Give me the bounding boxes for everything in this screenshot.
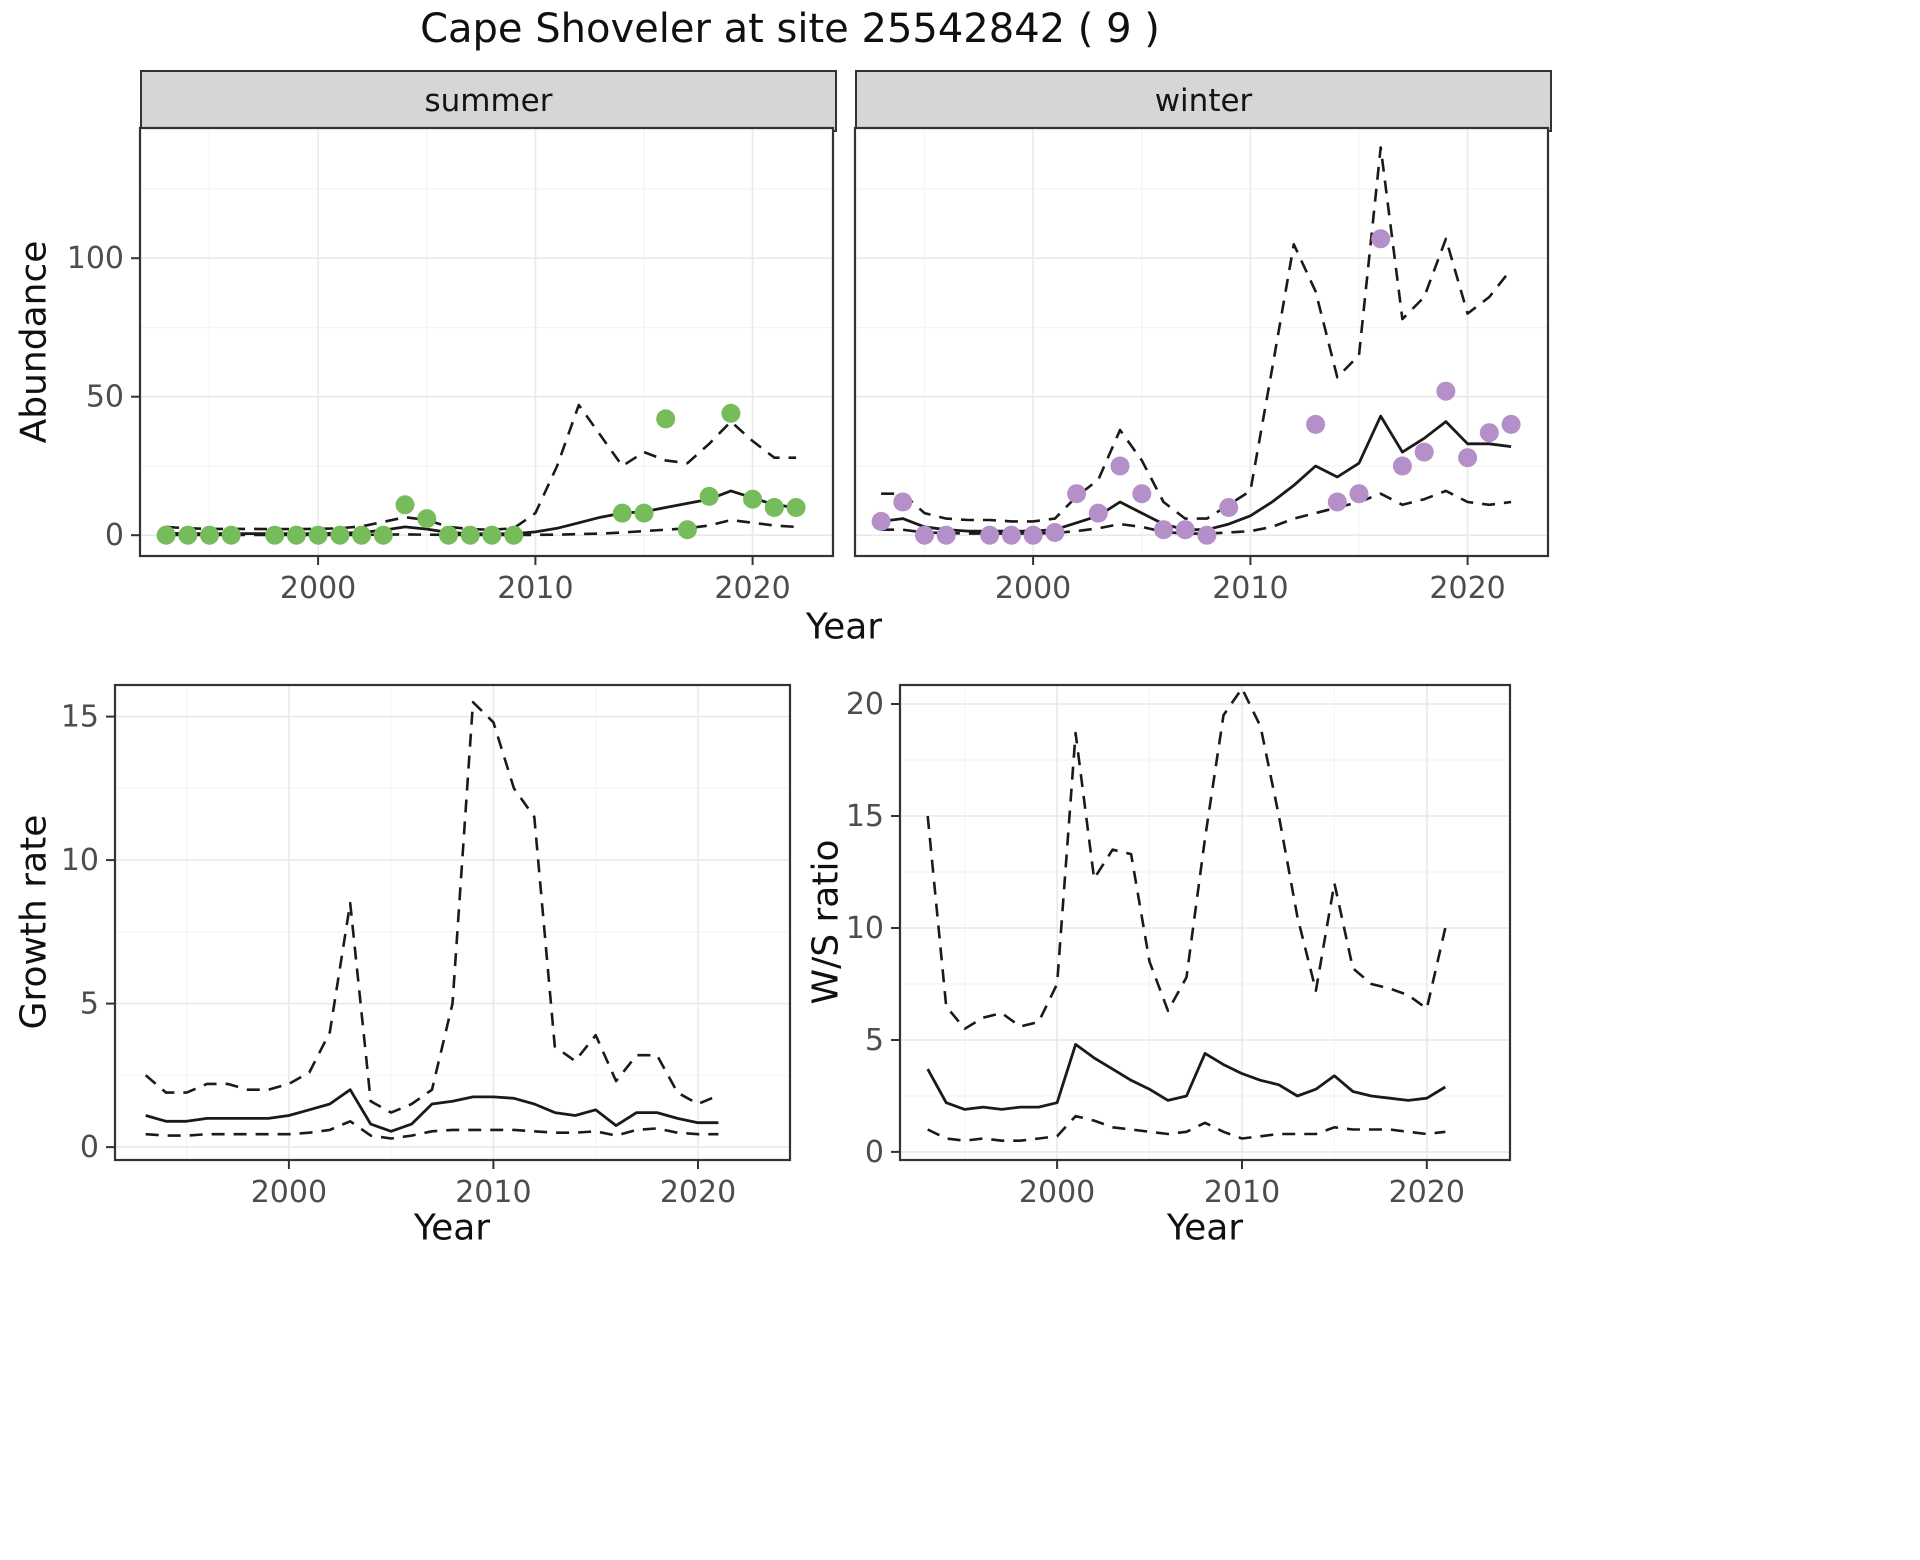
svg-text:5: 5	[80, 987, 99, 1022]
fit-line	[145, 1088, 719, 1133]
svg-text:2000: 2000	[280, 571, 356, 606]
svg-text:20: 20	[846, 687, 884, 722]
facet-strip-winter: winter	[855, 70, 1552, 132]
svg-text:100: 100	[67, 241, 124, 276]
ci-upper-line	[881, 146, 1513, 523]
facet-strip-winter-label: winter	[1154, 83, 1253, 119]
y-axis-label-ws-ratio: W/S ratio	[805, 839, 847, 1005]
svg-text:50: 50	[86, 380, 124, 415]
svg-text:2010: 2010	[1212, 571, 1288, 606]
gridlines	[855, 128, 1548, 556]
svg-text:0: 0	[80, 1130, 99, 1165]
svg-text:2010: 2010	[455, 1175, 531, 1210]
ci-lower-line	[145, 1120, 719, 1140]
axis-ticks: 2000 2010 2020 0 5 10 15	[61, 700, 736, 1210]
x-axis-label-year-top: Year	[805, 606, 883, 648]
panel-border	[138, 126, 835, 558]
ci-lower-line	[927, 1114, 1446, 1142]
series	[926, 687, 1447, 1142]
ci-lower-line	[881, 489, 1512, 535]
observed-points	[871, 229, 1521, 545]
panel-border	[853, 126, 1550, 558]
svg-text:2000: 2000	[251, 1175, 327, 1210]
ci-upper-line	[144, 700, 719, 1114]
gridlines	[115, 685, 790, 1160]
svg-text:10: 10	[846, 911, 884, 946]
x-axis-label-year-ws: Year	[1166, 1207, 1244, 1249]
svg-text:5: 5	[865, 1023, 884, 1058]
panel-abundance_winter: 2000 2010 2020	[853, 126, 1550, 606]
svg-text:10: 10	[61, 843, 99, 878]
chart-title: Cape Shoveler at site 25542842 ( 9 )	[420, 6, 1160, 52]
svg-text:0: 0	[865, 1135, 884, 1170]
series	[144, 700, 719, 1140]
panel-growth_rate: 2000 2010 2020 0 5 10 15	[61, 683, 792, 1210]
svg-text:2020: 2020	[714, 571, 790, 606]
axis-ticks: 2000 2010 2020 0 50 100	[67, 241, 791, 606]
panel-border	[898, 683, 1512, 1162]
facet-strip-summer: summer	[140, 70, 837, 132]
facet-strip-summer-label: summer	[424, 83, 553, 119]
svg-text:15: 15	[846, 799, 884, 834]
gridlines	[900, 685, 1510, 1160]
svg-text:2020: 2020	[660, 1175, 736, 1210]
svg-text:2010: 2010	[497, 571, 573, 606]
svg-text:15: 15	[61, 700, 99, 735]
svg-text:2000: 2000	[1019, 1175, 1095, 1210]
svg-text:0: 0	[105, 518, 124, 553]
svg-text:2010: 2010	[1204, 1175, 1280, 1210]
axis-ticks: 2000 2010 2020	[995, 556, 1506, 606]
fit-line	[926, 1043, 1447, 1111]
panel-border	[113, 683, 792, 1162]
svg-text:2020: 2020	[1389, 1175, 1465, 1210]
ci-upper-line	[926, 687, 1447, 1031]
y-axis-label-growth-rate: Growth rate	[13, 814, 55, 1030]
svg-text:2000: 2000	[995, 571, 1071, 606]
x-axis-label-year-growth: Year	[413, 1207, 491, 1249]
panel-ws_ratio: 2000 2010 2020 0 5 10 15 20	[846, 683, 1512, 1210]
axis-ticks: 2000 2010 2020 0 5 10 15 20	[846, 687, 1465, 1210]
ci-upper-line	[166, 403, 797, 531]
panel-abundance_summer: 2000 2010 2020 0 50 100	[67, 126, 835, 606]
svg-text:2020: 2020	[1429, 571, 1505, 606]
observed-points	[156, 403, 806, 545]
y-axis-label-abundance: Abundance	[13, 240, 55, 444]
